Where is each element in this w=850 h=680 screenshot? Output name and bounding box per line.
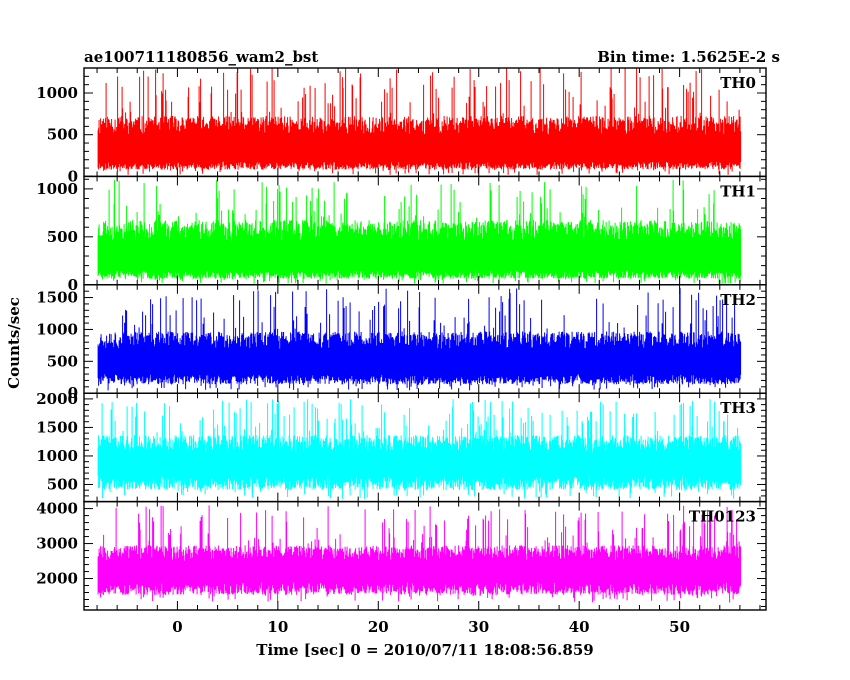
panel-label-th0: TH0 <box>720 74 756 92</box>
panel-th3: 500 1000 1500 2000 TH3 <box>36 390 767 503</box>
panels: 0 500 1000 TH0 0 500 1000 TH1 0 500 1000 1500 TH2 500… <box>36 67 767 611</box>
chart-title: ae100711180856_wam2_bst <box>84 48 318 66</box>
x-tick-label: 30 <box>468 618 489 636</box>
panel-label-th3: TH3 <box>720 399 756 417</box>
x-tick-label: 50 <box>669 618 690 636</box>
y-tick-label: 1000 <box>36 447 78 465</box>
panel-th0123: 2000 3000 4000 TH0123 <box>36 500 767 611</box>
x-tick-label: 40 <box>569 618 590 636</box>
x-tick-label: 10 <box>267 618 288 636</box>
panel-th0: 0 500 1000 TH0 <box>36 67 767 185</box>
panel-th2: 0 500 1000 1500 TH2 <box>36 284 767 402</box>
y-tick-label: 0 <box>68 276 78 294</box>
panel-label-th2: TH2 <box>720 291 756 309</box>
x-tick-label: 20 <box>368 618 389 636</box>
panel-th1: 0 500 1000 TH1 <box>36 175 767 294</box>
series-th1 <box>97 179 742 284</box>
y-tick-label: 4000 <box>36 500 78 518</box>
y-tick-label: 0 <box>68 167 78 185</box>
y-tick-label: 2000 <box>36 570 78 588</box>
panel-label-th0123: TH0123 <box>689 508 756 526</box>
y-tick-label: 1000 <box>36 84 78 102</box>
bin-time-label: Bin time: 1.5625E-2 s <box>597 48 780 66</box>
y-tick-label: 500 <box>47 352 78 370</box>
x-tick-label: 0 <box>172 618 182 636</box>
x-axis: 0 10 20 30 40 50 <box>172 618 690 636</box>
y-tick-label: 2000 <box>36 390 78 408</box>
panel-frame <box>83 500 767 611</box>
y-tick-label: 1500 <box>36 418 78 436</box>
series-th3 <box>97 399 742 499</box>
y-tick-label: 500 <box>47 228 78 246</box>
y-tick-label: 500 <box>47 126 78 144</box>
y-tick-label: 1000 <box>36 320 78 338</box>
y-tick-label: 3000 <box>36 535 78 553</box>
y-tick-label: 0 <box>68 384 78 402</box>
y-tick-label: 500 <box>47 475 78 493</box>
series-th0 <box>97 68 742 175</box>
x-axis-title: Time [sec] 0 = 2010/07/11 18:08:56.859 <box>256 641 593 659</box>
series-th2 <box>97 288 742 391</box>
y-axis-title: Counts/sec <box>5 297 23 389</box>
y-tick-label: 1500 <box>36 289 78 307</box>
panel-label-th1: TH1 <box>720 182 756 200</box>
y-tick-label: 1000 <box>36 180 78 198</box>
series-th0123 <box>97 505 742 603</box>
